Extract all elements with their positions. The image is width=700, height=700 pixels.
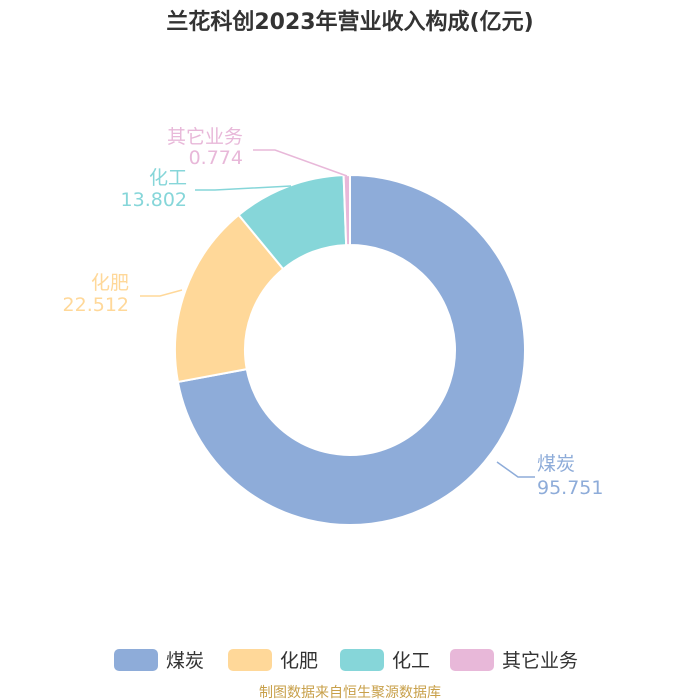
legend-label: 化肥 — [280, 650, 318, 672]
legend-label: 化工 — [392, 650, 430, 672]
slice-label-value: 13.802 — [121, 189, 187, 211]
slice-label-name: 化工 — [149, 167, 187, 189]
source-note: 制图数据来自恒生聚源数据库 — [259, 685, 441, 700]
legend-label: 其它业务 — [502, 650, 578, 672]
leader-line-化肥 — [140, 289, 183, 297]
leader-line-化工 — [195, 185, 292, 191]
chart-legend: 煤炭 化肥 化工 其它业务 — [114, 649, 578, 672]
chart-title: 兰花科创2023年营业收入构成(亿元) — [166, 9, 533, 35]
leader-line-煤炭 — [496, 461, 535, 478]
slice-label-name: 煤炭 — [537, 453, 575, 475]
legend-swatch — [450, 649, 494, 671]
slice-label-value: 0.774 — [189, 147, 243, 169]
slice-label-value: 95.751 — [537, 477, 603, 499]
legend-swatch — [340, 649, 384, 671]
slice-label-name: 其它业务 — [167, 126, 243, 148]
legend-swatch — [114, 649, 158, 671]
slice-label-name: 化肥 — [91, 272, 129, 294]
legend-label: 煤炭 — [166, 650, 204, 672]
legend-item-其它业务[interactable]: 其它业务 — [450, 649, 578, 672]
slice-煤炭 — [176, 173, 526, 526]
legend-swatch — [228, 649, 272, 671]
leader-line-其它业务 — [253, 149, 348, 177]
slice-label-value: 22.512 — [63, 294, 129, 316]
legend-item-煤炭[interactable]: 煤炭 — [114, 649, 204, 672]
legend-item-化工[interactable]: 化工 — [340, 649, 430, 672]
donut-slices — [174, 173, 526, 526]
legend-item-化肥[interactable]: 化肥 — [228, 649, 318, 672]
